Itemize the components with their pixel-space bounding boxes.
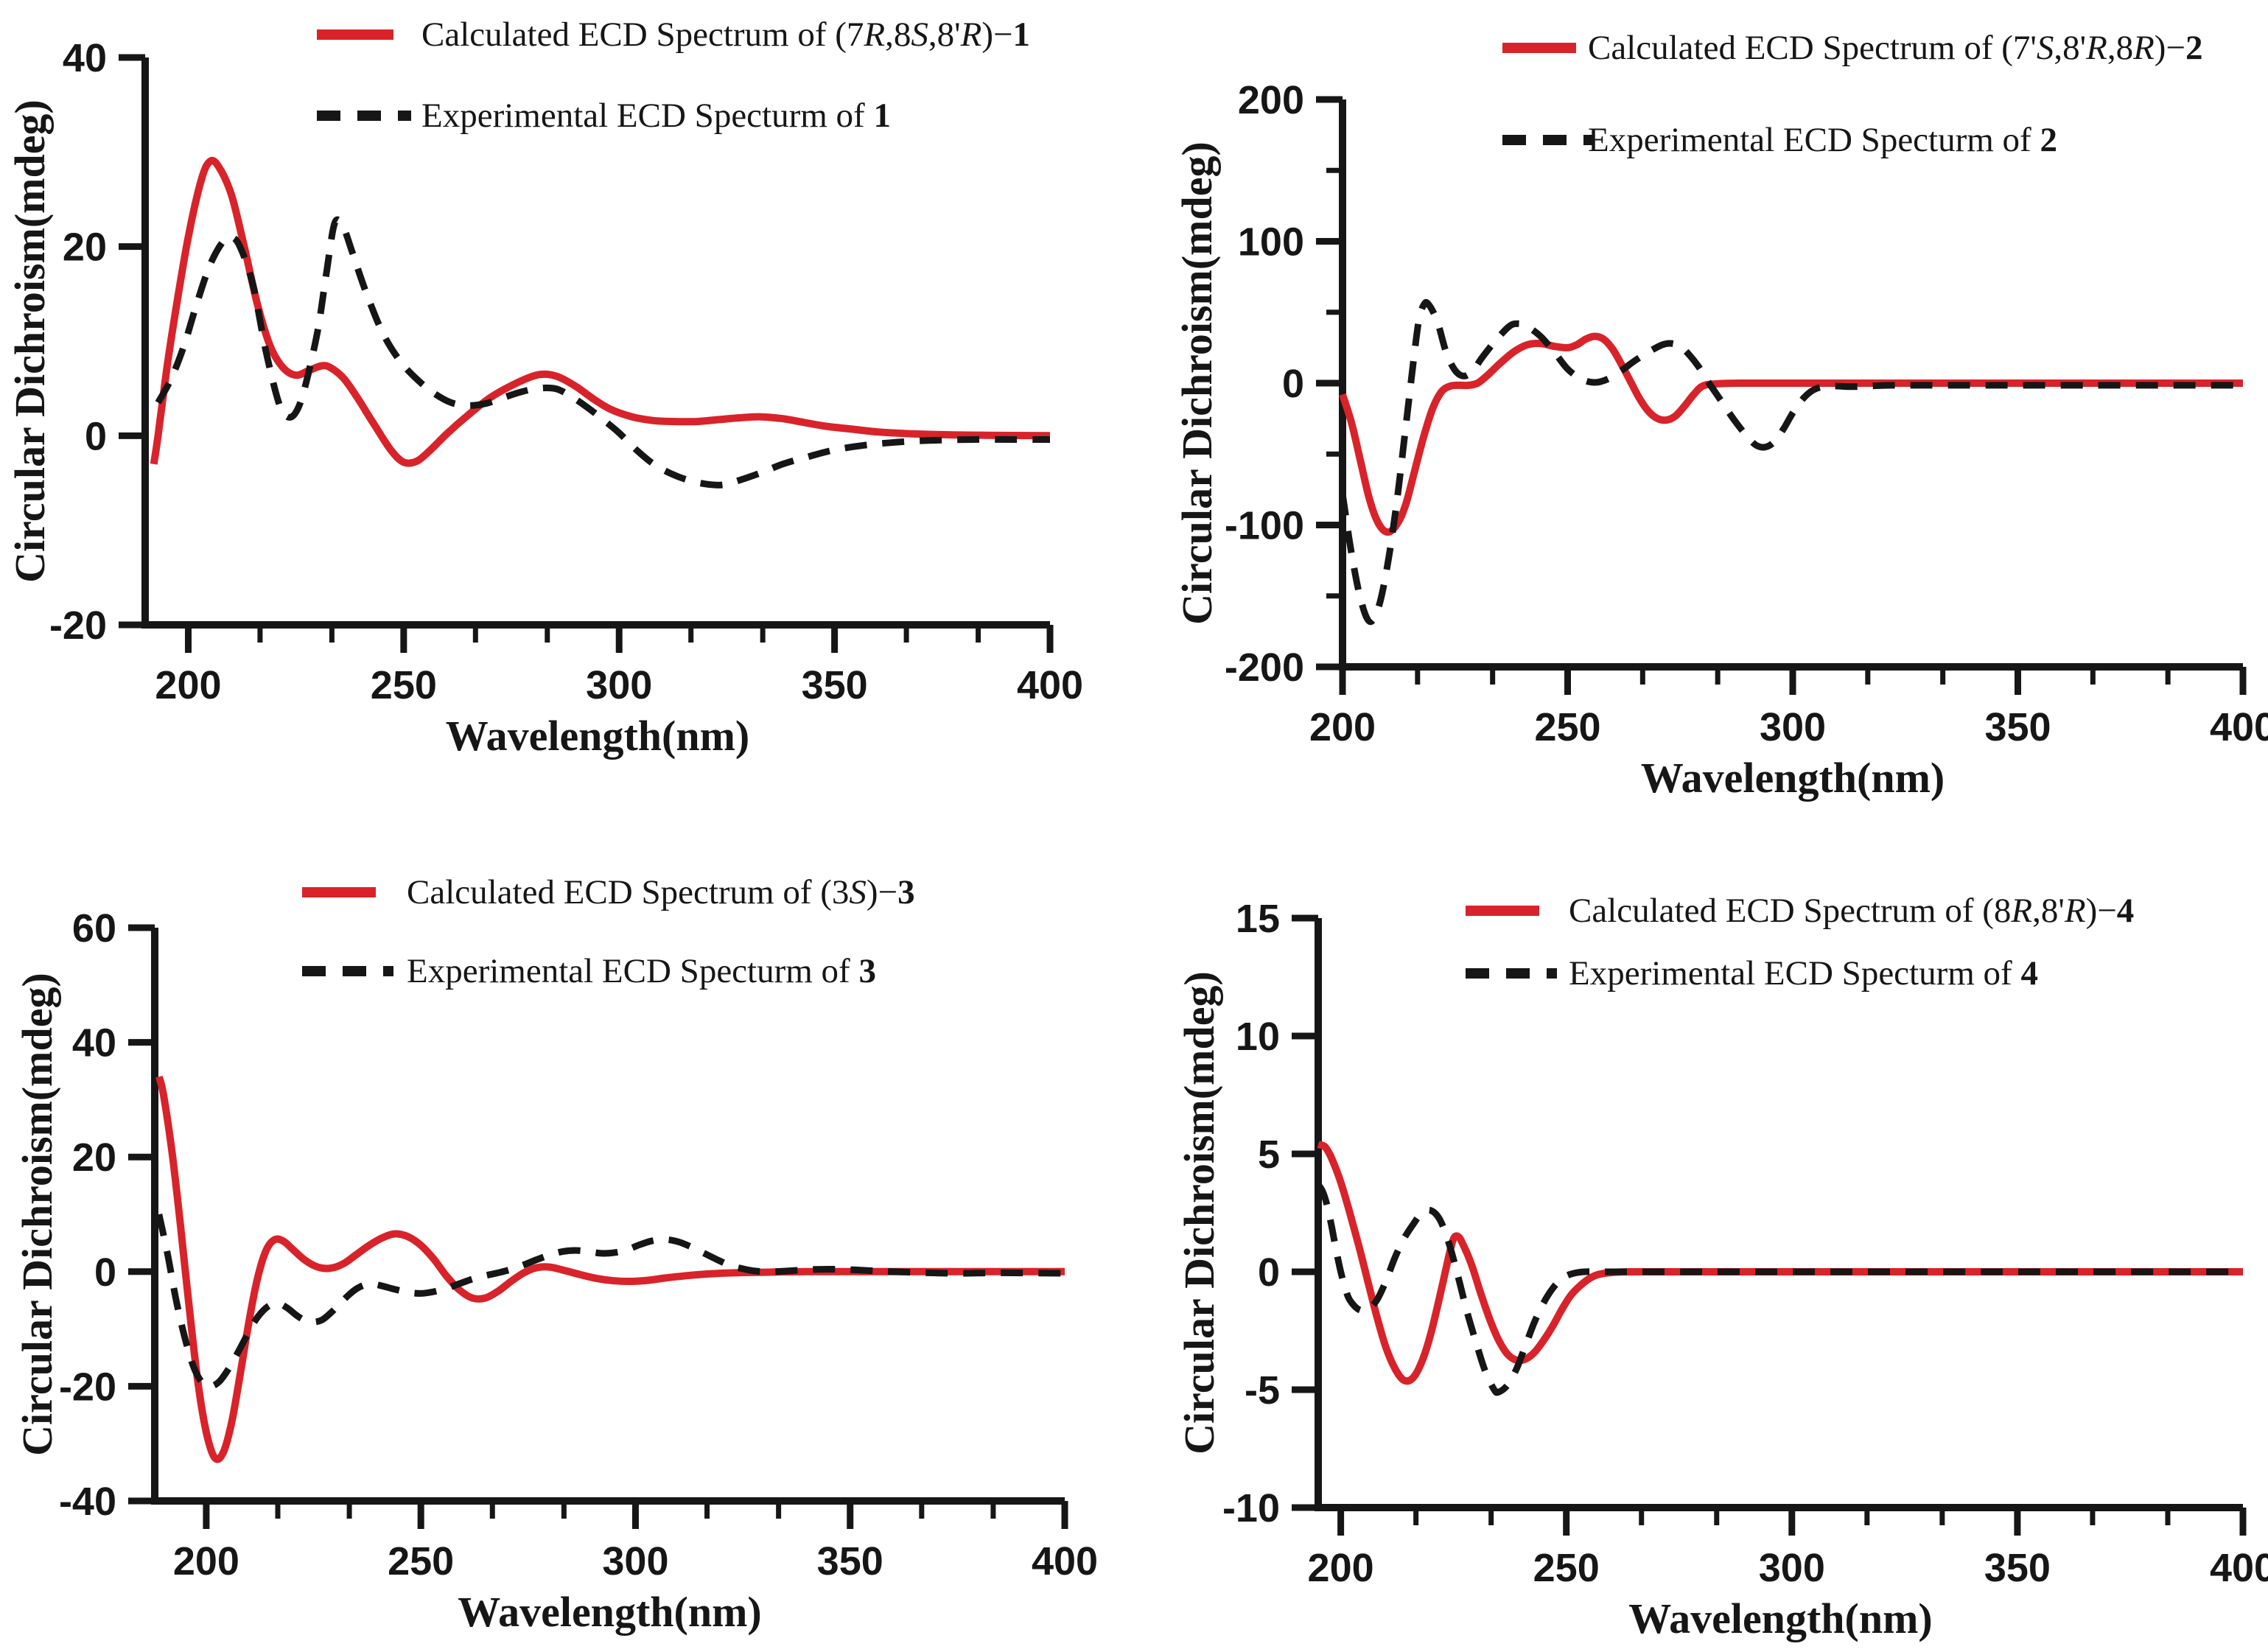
y-tick-label: 20	[72, 1135, 116, 1180]
x-tick-label: 200	[1308, 1546, 1374, 1590]
y-tick-label: 100	[1238, 220, 1304, 265]
legend-calculated-label: Calculated ECD Spectrum of (3S)−3	[407, 873, 915, 911]
x-tick-label: 400	[2210, 1546, 2268, 1590]
y-axis-title: Circular Dichroism(mdeg)	[6, 99, 54, 583]
y-tick-label: 0	[85, 414, 107, 458]
y-tick-label: 20	[63, 225, 107, 270]
y-axis-title: Circular Dichroism(mdeg)	[1175, 971, 1223, 1455]
x-tick-label: 250	[1534, 705, 1600, 749]
axes-frame	[1315, 918, 2243, 1511]
experimental-spectrum-curve	[1339, 298, 2243, 626]
y-tick-label: 40	[63, 36, 107, 80]
y-tick-label: -40	[59, 1480, 116, 1524]
legend-experimental-label: Experimental ECD Specturm of 4	[1569, 954, 2038, 993]
x-tick-label: 350	[1984, 1546, 2051, 1590]
y-tick-label: 60	[72, 906, 116, 951]
x-axis-title: Wavelength(nm)	[458, 1588, 761, 1636]
ecd-chart-panel-4: 15 10 5 0 -5 -10 200 250 300 350 400 Wavelength(nm)…	[1134, 826, 2268, 1652]
x-tick-label: 400	[1032, 1539, 1098, 1583]
ecd-chart-panel-3: 60 40 20 0 -20 -40 200 250 300 350 400 Wavelength(n…	[0, 826, 1134, 1652]
experimental-spectrum-curve	[155, 1214, 1065, 1390]
ecd-chart-svg: 15 10 5 0 -5 -10 200 250 300 350 400 Wavelength(nm)…	[1175, 892, 2268, 1642]
axes-frame	[141, 57, 1050, 629]
x-tick-label: 350	[1984, 705, 2051, 749]
axes-frame	[151, 928, 1065, 1505]
x-axis-title: Wavelength(nm)	[1641, 754, 1945, 802]
y-tick-label: 0	[94, 1250, 116, 1295]
ecd-chart-panel-2: 200 100 0 -100 -200 200 250 300 350 400 Wavelength…	[1134, 0, 2268, 826]
x-tick-label: 300	[586, 663, 652, 707]
y-tick-label: -100	[1225, 504, 1304, 548]
y-tick-label: 40	[72, 1021, 116, 1065]
x-tick-label: 200	[173, 1539, 239, 1583]
y-axis-title: Circular Dichroism(mdeg)	[1173, 141, 1221, 625]
experimental-spectrum-curve	[155, 216, 1050, 489]
y-tick-label: 15	[1236, 897, 1280, 941]
experimental-spectrum-curve	[1315, 1183, 2244, 1396]
y-axis-title: Circular Dichroism(mdeg)	[13, 973, 61, 1456]
legend-calculated-label: Calculated ECD Spectrum of (8R,8'R)−4	[1569, 892, 2134, 930]
calculated-spectrum-curve	[1317, 1141, 2244, 1385]
x-tick-label: 200	[155, 663, 221, 707]
legend-calculated-label: Calculated ECD Spectrum of (7'S,8'R,8R)−…	[1588, 29, 2202, 67]
y-tick-label: -20	[49, 603, 107, 648]
legend-experimental-label: Experimental ECD Specturm of 3	[407, 952, 876, 990]
x-tick-label: 200	[1309, 705, 1376, 749]
legend-experimental-label: Experimental ECD Specturm of 1	[421, 97, 891, 135]
legend-calculated-label: Calculated ECD Spectrum of (7R,8S,8'R)−1	[421, 15, 1030, 54]
x-axis-title: Wavelength(nm)	[446, 712, 749, 760]
y-tick-label: 200	[1238, 78, 1304, 122]
y-tick-label: 0	[1282, 362, 1304, 406]
x-tick-label: 250	[388, 1539, 454, 1583]
calculated-spectrum-curve	[1339, 332, 2243, 536]
x-tick-label: 300	[1759, 1546, 1825, 1590]
y-tick-label: 10	[1236, 1015, 1280, 1059]
x-tick-label: 250	[1533, 1546, 1600, 1590]
x-tick-label: 400	[1017, 663, 1083, 707]
y-tick-label: -10	[1222, 1486, 1280, 1530]
x-tick-label: 350	[802, 663, 868, 707]
y-tick-label: 5	[1258, 1133, 1280, 1177]
x-tick-label: 250	[371, 663, 437, 707]
y-tick-label: -200	[1225, 645, 1304, 690]
y-tick-label: -5	[1245, 1368, 1280, 1413]
x-tick-label: 300	[602, 1539, 668, 1583]
y-tick-label: 0	[1258, 1250, 1280, 1295]
calculated-spectrum-curve	[155, 1075, 1065, 1463]
legend-experimental-label: Experimental ECD Specturm of 2	[1588, 121, 2057, 159]
x-axis-title: Wavelength(nm)	[1628, 1595, 1932, 1642]
x-tick-label: 300	[1760, 705, 1826, 749]
y-tick-label: -20	[59, 1365, 116, 1409]
calculated-spectrum-curve	[150, 156, 1051, 467]
ecd-chart-panel-1: 40 20 0 -20 200 250 300 350 400 Wavelength(nm) Cir…	[0, 0, 1134, 826]
x-tick-label: 350	[817, 1539, 883, 1583]
x-tick-label: 400	[2210, 705, 2268, 749]
